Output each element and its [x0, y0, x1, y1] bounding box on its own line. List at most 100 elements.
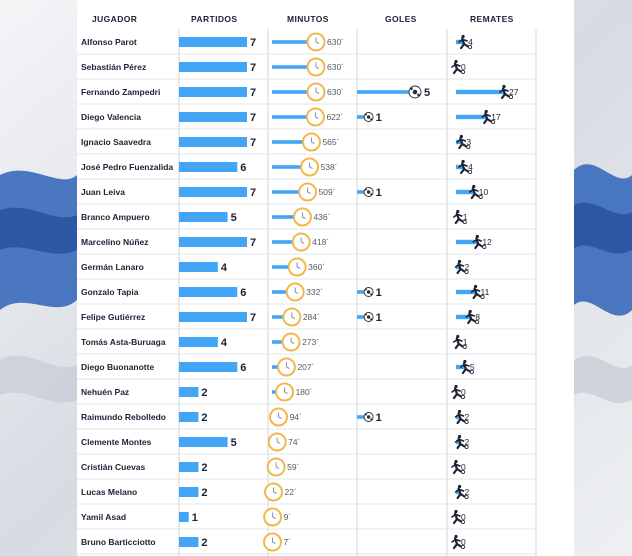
partidos-label: 7	[250, 187, 256, 199]
shooter-icon	[465, 309, 480, 325]
player-name: Alfonso Parot	[81, 37, 137, 47]
player-name: José Pedro Fuenzalida	[81, 162, 173, 172]
ball-patch	[417, 93, 420, 97]
shooter-ball	[460, 519, 465, 524]
header-goles: GOLES	[385, 14, 417, 24]
table-row: Sebastián Pérez 7 630´ 0	[77, 57, 536, 80]
ball-patch	[412, 89, 418, 95]
player-name: Nehuén Paz	[81, 387, 129, 397]
remates-bar	[456, 414, 460, 420]
shooter-arms	[452, 213, 463, 218]
shooter-ball	[464, 444, 469, 449]
clock-hand	[276, 441, 281, 444]
player-name: Gonzalo Tapia	[81, 287, 139, 297]
shooter-ball	[464, 419, 469, 424]
ball-patch	[364, 413, 367, 416]
partidos-label: 7	[250, 87, 256, 99]
shooter-arms	[499, 88, 509, 93]
minutos-bar	[272, 315, 292, 319]
shooter-ball	[480, 294, 485, 299]
shooter-icon	[452, 334, 467, 350]
shooter-ball	[460, 469, 465, 474]
shooter-arms	[451, 388, 461, 393]
clock-hand	[272, 516, 276, 519]
remates-label: 3	[466, 137, 471, 147]
shooter-icon	[451, 459, 465, 475]
partidos-label: 2	[201, 412, 207, 424]
minutos-label: 9´	[284, 512, 292, 522]
shooter-ball	[462, 219, 467, 224]
minutos-label: 418´	[312, 237, 329, 247]
table-row: Branco Ampuero 5 436´ 1	[77, 207, 536, 230]
player-name: Diego Buonanotte	[81, 362, 154, 372]
partidos-bar	[179, 312, 247, 322]
partidos-label: 2	[201, 387, 207, 399]
shooter-icon	[454, 484, 469, 500]
shooter-head	[456, 209, 460, 214]
goles-label: 5	[424, 87, 430, 99]
shooter-icon	[451, 509, 465, 525]
shooter-head	[461, 159, 465, 164]
shooter-arms	[468, 188, 479, 193]
partidos-bar	[179, 187, 247, 197]
partidos-bar	[179, 362, 238, 372]
clock-hand	[300, 241, 305, 244]
player-name: Lucas Melano	[81, 487, 137, 497]
player-name: Ignacio Saavedra	[81, 137, 151, 147]
remates-label: 11	[481, 287, 490, 297]
header-minutos: MINUTOS	[287, 14, 329, 24]
table-row: José Pedro Fuenzalida 6 538´ 4	[77, 157, 536, 180]
table-row: Gonzalo Tapia 6 332´ 1 11	[77, 282, 536, 305]
minutos-label: 622´	[326, 112, 343, 122]
goles-bar	[357, 315, 369, 319]
shooter-icon	[470, 284, 485, 300]
minutos-bar	[272, 90, 316, 94]
remates-label: 2	[465, 262, 470, 272]
ball-patch	[370, 118, 373, 121]
partidos-bar	[179, 387, 199, 397]
partidos-label: 7	[250, 112, 256, 124]
partidos-bar	[179, 162, 238, 172]
clock-hand	[272, 541, 276, 544]
table-row: Lucas Melano 2 22´ 2	[77, 482, 536, 505]
shooter-ball	[468, 169, 473, 174]
remates-bar	[456, 289, 476, 295]
minutos-bar	[272, 265, 298, 269]
partidos-label: 5	[231, 437, 237, 449]
goles-label: 1	[376, 312, 382, 324]
clock-hand	[286, 366, 290, 369]
clock-hand	[315, 91, 320, 94]
shooter-arms	[458, 38, 468, 43]
shooter-head	[454, 534, 458, 539]
shooter-arms	[470, 288, 481, 293]
remates-bar	[456, 314, 471, 320]
shooter-icon	[460, 359, 474, 375]
remates-bar	[456, 89, 504, 95]
remates-label: 5	[470, 362, 475, 372]
shooter-icon	[481, 109, 496, 125]
table-row: Yamil Asad 1 9´ 0	[77, 507, 536, 530]
table-row: Clemente Montes 5 74´ 2	[77, 432, 536, 455]
remates-label: 4	[468, 162, 473, 172]
shooter-arms	[452, 338, 463, 343]
partidos-label: 1	[192, 512, 198, 524]
clock-hand	[290, 341, 295, 344]
shooter-arms	[454, 263, 465, 268]
shooter-head	[457, 434, 462, 439]
remates-label: 0	[461, 62, 466, 72]
remates-label: 0	[461, 387, 466, 397]
table-row: Germán Lanaro 4 360´ 2	[77, 257, 536, 280]
remates-label: 10	[479, 187, 489, 197]
shooter-icon	[458, 159, 473, 175]
shooter-ball	[460, 544, 465, 549]
remates-bar	[456, 239, 478, 245]
ball-patch	[364, 188, 367, 191]
remates-bar	[456, 114, 487, 120]
partidos-label: 6	[240, 162, 246, 174]
clock-hand	[296, 266, 301, 269]
shooter-arms	[465, 313, 476, 318]
remates-label: 12	[482, 237, 492, 247]
partidos-bar	[179, 212, 228, 222]
remates-label: 27	[509, 87, 519, 97]
remates-label: 0	[461, 462, 466, 472]
